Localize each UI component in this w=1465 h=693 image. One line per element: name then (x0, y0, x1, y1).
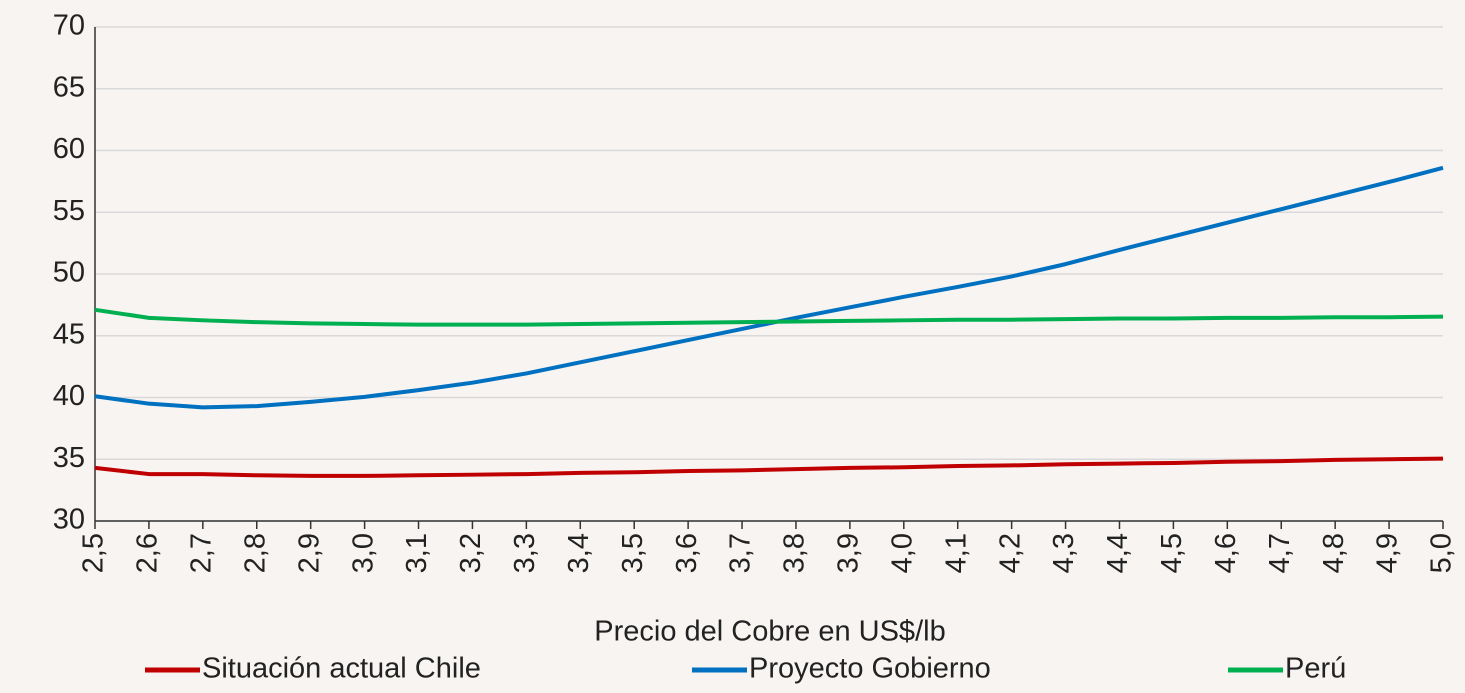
x-tick-label: 4,4 (1102, 533, 1134, 573)
x-tick-label: 2,5 (78, 533, 110, 573)
x-tick-label: 4,3 (1048, 533, 1080, 573)
x-tick-label: 3,4 (563, 533, 595, 573)
y-tick-label: 35 (53, 442, 85, 474)
x-tick-label: 4,1 (940, 533, 972, 573)
x-tick-label: 4,2 (994, 533, 1026, 573)
x-tick-label: 2,9 (293, 533, 325, 573)
x-tick-label: 4,5 (1156, 533, 1188, 573)
y-tick-label: 30 (53, 504, 85, 536)
series-line (94, 165, 1444, 410)
x-tick-label: 2,6 (132, 533, 164, 573)
y-tick-label: 70 (53, 10, 85, 42)
x-tick-label: 3,1 (401, 533, 433, 573)
x-tick-label: 5,0 (1426, 533, 1458, 573)
x-tick-label: 3,8 (779, 533, 811, 573)
x-tick-label: 4,6 (1210, 533, 1242, 573)
x-tick-label: 3,5 (617, 533, 649, 573)
legend-label: Proyecto Gobierno (749, 653, 991, 685)
y-tick-label: 55 (53, 195, 85, 227)
x-tick-label: 4,7 (1264, 533, 1296, 573)
x-tick-label: 3,0 (347, 533, 379, 573)
x-tick-label: 2,8 (239, 533, 271, 573)
x-tick-label: 4,0 (886, 533, 918, 573)
y-tick-label: 40 (53, 380, 85, 412)
y-tick-label: 60 (53, 133, 85, 165)
legend-label: Perú (1285, 653, 1346, 685)
x-tick-label: 3,6 (671, 533, 703, 573)
y-tick-label: 65 (53, 71, 85, 103)
y-tick-label: 50 (53, 257, 85, 289)
series-line (94, 307, 1444, 327)
x-tick-label: 3,7 (725, 533, 757, 573)
x-tick-label: 4,9 (1372, 533, 1404, 573)
y-tick-label: 45 (53, 318, 85, 350)
x-tick-label: 3,9 (833, 533, 865, 573)
series-line (94, 456, 1444, 478)
x-tick-label: 3,2 (455, 533, 487, 573)
x-tick-label: 3,3 (509, 533, 541, 573)
x-tick-label: 4,8 (1318, 533, 1350, 573)
x-tick-label: 2,7 (185, 533, 217, 573)
x-axis-title: Precio del Cobre en US$/lb (594, 616, 945, 648)
legend-label: Situación actual Chile (202, 653, 481, 685)
